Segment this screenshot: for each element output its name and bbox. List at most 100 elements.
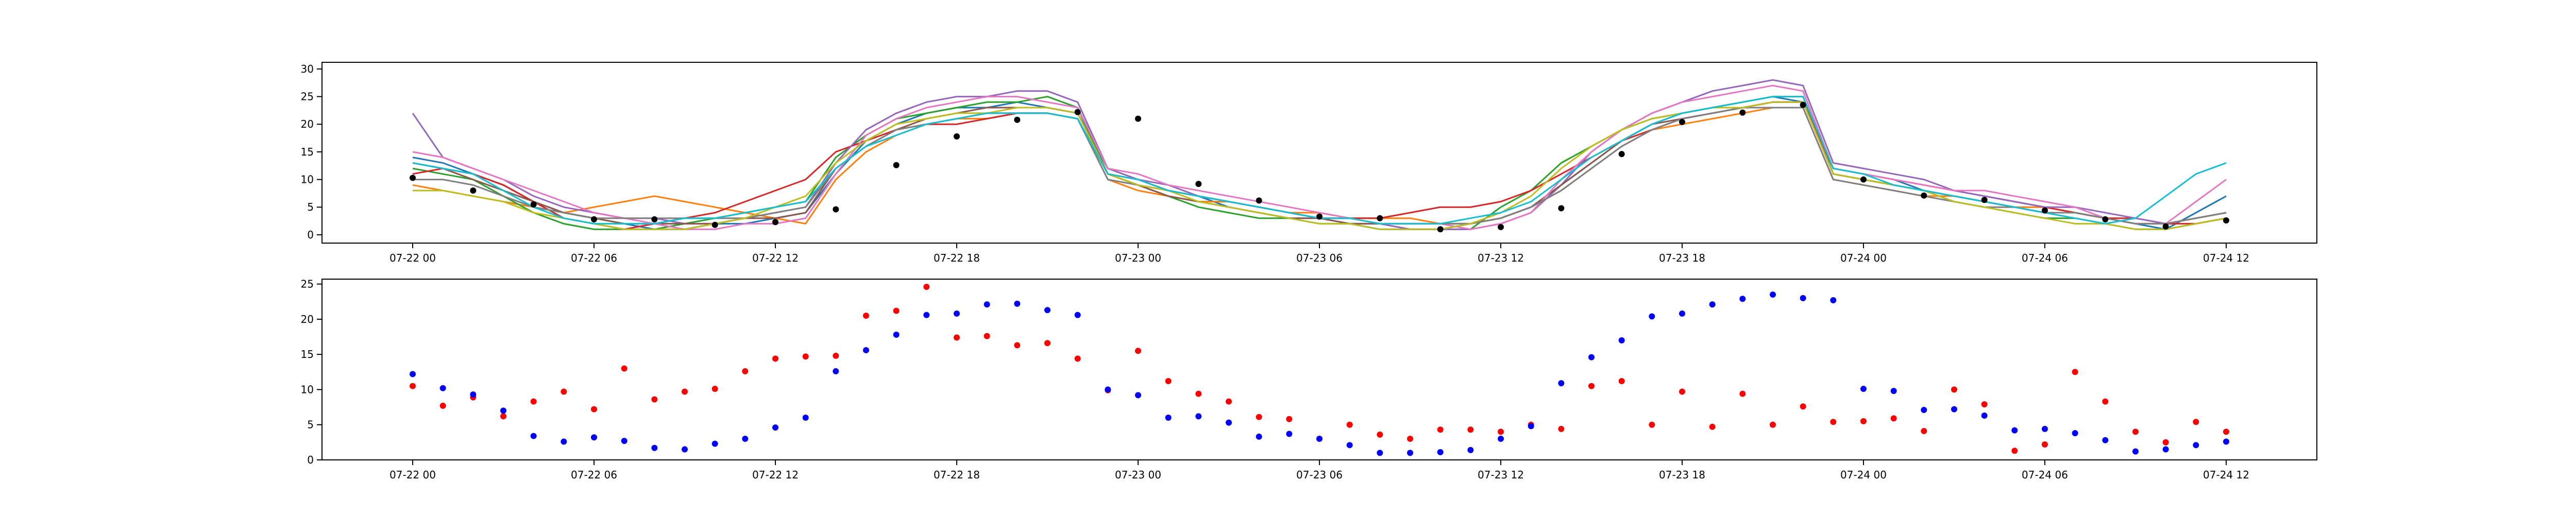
x-tick-label: 07-23 00: [1115, 469, 1161, 481]
series-point: [621, 438, 628, 444]
series-point: [1437, 426, 1444, 433]
series-point: [1830, 419, 1837, 425]
axes-frame: [321, 279, 2317, 460]
series-point: [1135, 115, 1141, 122]
series-point: [410, 175, 416, 181]
series-point: [954, 133, 960, 140]
series-point: [1044, 307, 1050, 314]
x-tick-label: 07-22 00: [389, 252, 436, 264]
series-point: [1377, 431, 1383, 438]
series-point: [1437, 226, 1444, 233]
x-tick-label: 07-22 18: [934, 469, 980, 481]
series-point: [1256, 433, 1262, 440]
series-point: [1437, 449, 1444, 455]
series-point: [2102, 398, 2109, 405]
series-point: [1346, 421, 1353, 428]
series-point: [772, 355, 778, 362]
series-point: [621, 365, 628, 372]
series-point: [2072, 430, 2078, 437]
axes: 0 5 10 15 20 25 30 07-22 00 07-22 06 07-22 12 07-2…: [301, 62, 2317, 264]
series-point: [1981, 412, 1988, 419]
series-point: [2102, 216, 2109, 222]
series-point: [954, 310, 960, 317]
series-point: [470, 391, 477, 398]
series-point: [1407, 436, 1413, 442]
series-point: [2132, 448, 2139, 455]
series-point: [2193, 442, 2199, 449]
series-point: [802, 353, 809, 360]
series-point: [1074, 312, 1081, 318]
series-point: [1588, 354, 1595, 360]
x-tick-label: 07-24 12: [2203, 252, 2249, 264]
series-point: [591, 406, 597, 413]
series-point: [711, 440, 718, 447]
series-point: [1135, 348, 1141, 354]
series-point: [1618, 337, 1625, 344]
series-point: [1316, 213, 1323, 220]
y-tick-label: 20: [301, 118, 314, 130]
series-point: [1074, 109, 1081, 115]
series-point: [1558, 205, 1565, 212]
series-point: [1618, 151, 1625, 158]
series-point: [2011, 427, 2018, 434]
series-point: [591, 216, 597, 222]
series-point: [591, 434, 597, 441]
series-point: [1226, 419, 1232, 426]
series-point: [954, 334, 960, 341]
series-point: [530, 201, 537, 208]
series-point: [923, 284, 930, 290]
series-point: [1256, 414, 1262, 420]
series-point: [772, 424, 778, 431]
series-point: [833, 368, 839, 374]
series-point: [651, 396, 658, 403]
series-point: [1860, 386, 1867, 392]
series-point: [2162, 446, 2169, 453]
x-tick-label: 07-24 06: [2022, 469, 2068, 481]
x-tick-label: 07-22 12: [752, 252, 799, 264]
series-point: [1770, 421, 1776, 428]
series-point: [1165, 378, 1172, 385]
series-point: [2132, 428, 2139, 435]
series-line: [412, 96, 2227, 225]
axes: 0 5 10 15 20 25 07-22 00 07-22 06 07-22 12 07-22 …: [301, 278, 2317, 481]
y-tick-label: 10: [301, 383, 314, 396]
series-point: [1528, 423, 1534, 430]
x-tick-label: 07-23 12: [1478, 252, 1524, 264]
axes-frame: [321, 62, 2317, 244]
series-point: [1014, 342, 1021, 349]
series-point: [561, 438, 567, 445]
series-point: [1739, 390, 1746, 397]
series-point: [863, 313, 869, 319]
x-tick-label: 07-24 12: [2203, 469, 2249, 481]
series-point: [1195, 181, 1202, 187]
series-point: [1588, 383, 1595, 389]
series-point: [893, 331, 900, 338]
series-point: [1649, 313, 1655, 320]
series-point: [1800, 101, 1806, 108]
series-point: [1226, 398, 1232, 405]
series-point: [1800, 295, 1806, 301]
series-point: [1316, 436, 1323, 442]
series-line: [412, 79, 2227, 230]
series-point: [500, 407, 506, 414]
series-point: [1014, 116, 1021, 123]
series-point: [1195, 390, 1202, 397]
series-point: [1921, 407, 1927, 414]
y-tick-label: 5: [307, 201, 314, 213]
x-tick-label: 07-23 06: [1296, 469, 1343, 481]
series-point: [1377, 215, 1383, 221]
series-point: [1890, 415, 1897, 422]
series-point: [1981, 197, 1988, 203]
series-point: [1649, 421, 1655, 428]
series-point: [439, 385, 446, 391]
series-point: [893, 307, 900, 314]
series-point: [1498, 224, 1504, 230]
series-point: [1709, 423, 1716, 430]
series-point: [1618, 378, 1625, 385]
series-point: [1679, 310, 1685, 317]
series-point: [2042, 207, 2048, 214]
x-tick-label: 07-24 00: [1840, 469, 1887, 481]
series-point: [1679, 118, 1685, 125]
series-point: [1558, 425, 1565, 432]
